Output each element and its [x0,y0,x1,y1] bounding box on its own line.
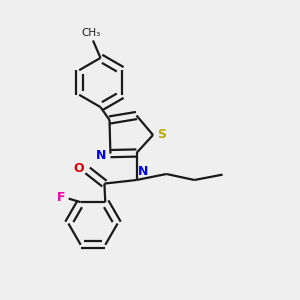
Text: N: N [95,148,106,162]
Text: S: S [158,128,166,141]
Text: F: F [57,191,65,204]
Text: N: N [138,165,148,178]
Text: CH₃: CH₃ [81,28,100,38]
Text: O: O [74,162,84,176]
